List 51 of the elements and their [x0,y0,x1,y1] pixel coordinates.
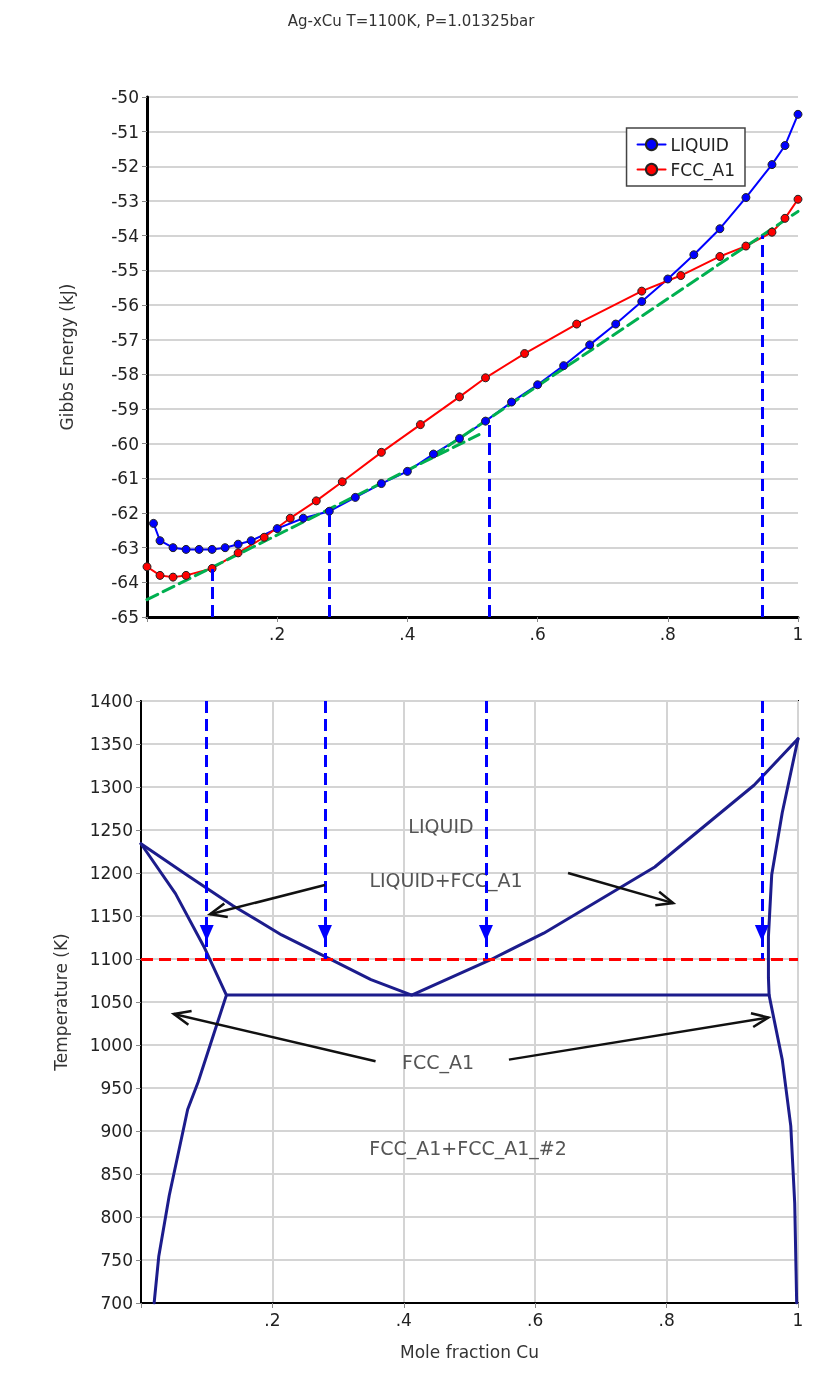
x-tick-label: 1 [792,1309,804,1330]
annotation: FCC_A1 [401,1051,475,1074]
x-tick-label: .6 [529,623,546,644]
legend-label: LIQUID [670,134,729,155]
x-tick-label: .8 [658,1309,675,1330]
x-tick-label: .4 [399,623,416,644]
x-tick-label: .2 [264,1309,281,1330]
y-tick-label: 850 [100,1164,133,1184]
y-tick-label: 900 [100,1121,133,1141]
x-tick-label: 1 [792,623,804,644]
x-tick-label: .6 [527,1309,544,1330]
y-tick-label: 1350 [89,734,133,754]
annotation: LIQUID [408,815,474,837]
x-axis-title: Mole fraction Cu [399,1341,540,1362]
y-tick-label: -59 [111,399,139,419]
y-tick-label: 1100 [89,949,133,969]
y-tick-label: -53 [111,191,139,211]
y-tick-label: -61 [111,468,139,489]
y-tick-label: -55 [111,260,139,281]
y-tick-label: 1200 [89,863,133,883]
x-tick-label: .8 [659,623,676,644]
y-tick-label: 800 [100,1207,133,1227]
y-tick-label: -57 [111,329,139,350]
y-tick-label: -64 [111,572,139,593]
y-tick-label: 1400 [89,691,133,711]
y-axis-title: Gibbs Energy (kJ) [56,283,77,431]
y-tick-label: 950 [100,1078,133,1098]
y-tick-label: 1000 [89,1035,133,1055]
y-tick-label: 1300 [89,777,133,797]
y-tick-label: -60 [111,433,139,454]
x-tick-label: .2 [269,623,286,644]
legend-label: FCC_A1 [670,159,735,181]
y-tick-label: 1250 [89,820,133,840]
y-tick-label: -58 [111,364,139,385]
y-tick-label: -63 [111,537,139,558]
y-tick-label: -54 [111,225,139,246]
y-axis-title: Temperature (K) [50,933,71,1072]
y-tick-label: -62 [111,503,139,523]
y-tick-label: -52 [111,156,139,177]
y-tick-label: -56 [111,295,139,315]
y-tick-label: 700 [100,1293,133,1313]
x-tick-label: .4 [395,1309,412,1330]
y-tick-label: 750 [100,1250,133,1270]
y-tick-label: -50 [111,87,139,107]
y-tick-label: 1150 [89,906,133,926]
annotation: LIQUID+FCC_A1 [369,869,523,892]
y-tick-label: 1050 [89,992,133,1012]
y-tick-label: -65 [111,607,139,627]
annotation: FCC_A1+FCC_A1_#2 [369,1137,567,1160]
y-tick-label: -51 [111,121,139,142]
chart-title: Ag-xCu T=1100K, P=1.01325bar [287,11,536,30]
